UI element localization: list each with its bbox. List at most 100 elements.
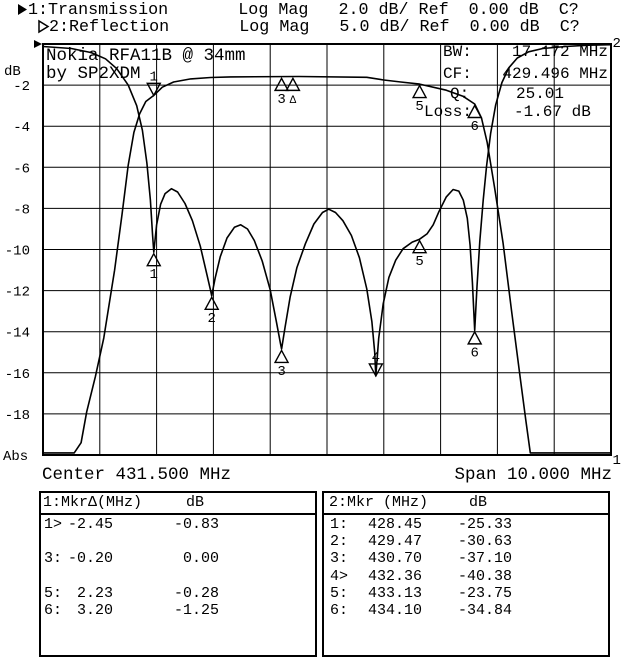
span-label: Span 10.000 MHz bbox=[454, 465, 612, 485]
table-row: 6: 3.20 -1.25 bbox=[41, 602, 315, 619]
table-row: 3: 430.70 -37.10 bbox=[324, 550, 608, 567]
y-axis-bottom-label: Abs bbox=[3, 449, 29, 465]
marker-label-trace2: 1 bbox=[150, 267, 158, 283]
channel2-indicator-icon bbox=[38, 19, 50, 34]
marker-number-cell: 3: bbox=[44, 550, 63, 567]
cf-value: 429.496 MHz bbox=[502, 65, 608, 83]
marker-label-trace2: 6 bbox=[470, 345, 478, 361]
marker-table-trace2: 2:Mkr (MHz) dB 1: 428.45 -25.33 2: 429.47 -30.6… bbox=[322, 491, 610, 657]
table-row: 5: 2.23 -0.28 bbox=[41, 585, 315, 602]
marker-db-cell: -0.28 bbox=[173, 585, 219, 602]
marker-number-cell: 2: bbox=[330, 533, 349, 550]
marker-frequency-cell: 2.23 bbox=[76, 585, 113, 602]
table-row bbox=[41, 568, 315, 585]
marker-4-trace2-icon bbox=[368, 363, 384, 378]
marker-frequency-cell: 428.45 bbox=[367, 516, 422, 533]
marker-6-trace1-icon bbox=[467, 104, 483, 119]
center-frequency-label: Center 431.500 MHz bbox=[42, 465, 232, 485]
table-row: 1: 428.45 -25.33 bbox=[324, 516, 608, 533]
marker-frequency-cell: -2.45 bbox=[67, 516, 113, 533]
q-label: Q: bbox=[450, 85, 470, 103]
loss-label: Loss: bbox=[424, 103, 473, 121]
marker-label-trace2: 3 bbox=[277, 364, 285, 380]
cf-label: CF: bbox=[443, 65, 472, 83]
marker-table-trace1: 1:MkrΔ(MHz) dB 1> -2.45 -0.83 3: -0.20 0.00 5: 2.… bbox=[39, 491, 317, 657]
bw-value: 17.172 MHz bbox=[511, 43, 608, 61]
marker-label-trace2: 4 bbox=[372, 350, 380, 366]
marker-db-cell: -0.83 bbox=[173, 516, 219, 533]
table-row: 3: -0.20 0.00 bbox=[41, 550, 315, 567]
channel2-config-line: 2:Reflection Log Mag 5.0 dB/ Ref 0.00 dB… bbox=[49, 18, 580, 37]
marker-db-cell: 0.00 bbox=[182, 550, 219, 567]
table-row: 2: 429.47 -30.63 bbox=[324, 533, 608, 550]
trace2-end-label: 2 bbox=[613, 36, 621, 52]
marker-number-cell: 1> bbox=[44, 516, 63, 533]
y-tick-label: -16 bbox=[5, 367, 30, 383]
marker-table-header: 1:MkrΔ(MHz) dB bbox=[41, 493, 315, 515]
y-axis-unit-label: dB bbox=[4, 64, 21, 80]
marker-db-cell: -40.38 bbox=[457, 568, 512, 585]
marker-1-trace1-icon bbox=[146, 82, 162, 97]
marker-label-trace1: 3 bbox=[277, 92, 285, 108]
marker-3-trace2-icon bbox=[273, 348, 290, 364]
marker-5-trace2-icon bbox=[411, 239, 428, 254]
y-tick-label: -4 bbox=[13, 120, 30, 136]
table-unit-header: dB bbox=[186, 494, 205, 511]
marker-2-trace2-icon bbox=[204, 295, 220, 310]
marker-label-trace1: 5 bbox=[415, 99, 423, 115]
marker-frequency-cell: -0.20 bbox=[67, 550, 113, 567]
marker-frequency-cell: 429.47 bbox=[367, 533, 422, 550]
marker-db-cell: -1.25 bbox=[173, 602, 219, 619]
marker-label-trace1: 6 bbox=[470, 119, 478, 135]
marker-db-cell: -25.33 bbox=[457, 516, 512, 533]
marker-db-cell: -37.10 bbox=[457, 550, 512, 567]
bw-label: BW: bbox=[443, 43, 472, 61]
trace-reflection bbox=[42, 43, 612, 377]
marker-6-trace2-icon bbox=[467, 330, 483, 345]
marker-number-cell: 5: bbox=[330, 585, 349, 602]
annotation-title: Nokia RFA11B @ 34mm bbox=[46, 46, 246, 66]
marker-label-trace1: 1 bbox=[150, 69, 158, 85]
trace1-end-label: 1 bbox=[613, 453, 621, 469]
channel1-active-indicator-icon bbox=[18, 4, 27, 15]
trace-transmission bbox=[43, 75, 611, 454]
q-value: 25.01 bbox=[516, 85, 565, 103]
table-row bbox=[41, 533, 315, 550]
y-tick-label: -12 bbox=[5, 285, 30, 301]
annotation-author: by SP2XDM bbox=[46, 64, 141, 84]
marker-Δ-trace1-icon bbox=[285, 76, 301, 92]
marker-db-cell: -23.75 bbox=[457, 585, 512, 602]
table-row: 6: 434.10 -34.84 bbox=[324, 602, 608, 619]
marker-number-cell: 4> bbox=[330, 568, 349, 585]
marker-frequency-cell: 433.13 bbox=[367, 585, 422, 602]
marker-label-trace2: 5 bbox=[415, 254, 423, 270]
marker-1-trace2-icon bbox=[146, 252, 162, 267]
y-tick-label: -10 bbox=[5, 244, 30, 260]
marker-frequency-cell: 432.36 bbox=[367, 568, 422, 585]
marker-label-trace1: Δ bbox=[290, 95, 297, 107]
ref-level-indicator-icon bbox=[34, 40, 42, 48]
marker-frequency-cell: 3.20 bbox=[76, 602, 113, 619]
table-row: 1> -2.45 -0.83 bbox=[41, 516, 315, 533]
table-row: 5: 433.13 -23.75 bbox=[324, 585, 608, 602]
marker-number-cell: 6: bbox=[44, 602, 63, 619]
marker-number-cell: 3: bbox=[330, 550, 349, 567]
marker-label-trace2: 2 bbox=[207, 311, 215, 327]
marker-table-header: 2:Mkr (MHz) dB bbox=[324, 493, 608, 515]
table-title: 2:Mkr (MHz) bbox=[329, 494, 429, 511]
plot-border bbox=[42, 43, 612, 456]
marker-db-cell: -30.63 bbox=[457, 533, 512, 550]
y-tick-label: -18 bbox=[5, 408, 30, 424]
table-row: 4> 432.36 -40.38 bbox=[324, 568, 608, 585]
table-unit-header: dB bbox=[469, 494, 488, 511]
marker-3-trace1-icon bbox=[273, 76, 290, 92]
marker-frequency-cell: 430.70 bbox=[367, 550, 422, 567]
marker-db-cell: -34.84 bbox=[457, 602, 512, 619]
marker-number-cell: 6: bbox=[330, 602, 349, 619]
table-title: 1:MkrΔ(MHz) bbox=[43, 494, 143, 511]
y-tick-label: -2 bbox=[13, 79, 30, 95]
loss-value: -1.67 dB bbox=[514, 103, 591, 121]
marker-frequency-cell: 434.10 bbox=[367, 602, 422, 619]
marker-number-cell: 5: bbox=[44, 585, 63, 602]
